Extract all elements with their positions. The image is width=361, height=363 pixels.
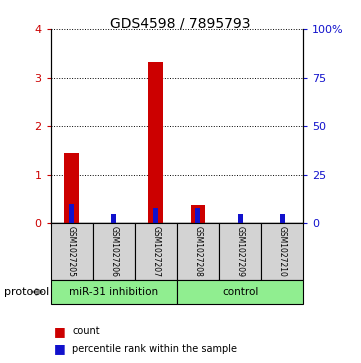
Text: GSM1027205: GSM1027205: [67, 226, 76, 277]
Text: GSM1027208: GSM1027208: [193, 226, 203, 277]
Bar: [195, 208, 200, 223]
Bar: [261, 223, 303, 280]
Text: count: count: [72, 326, 100, 337]
Text: GSM1027210: GSM1027210: [278, 226, 287, 277]
Text: GSM1027209: GSM1027209: [236, 226, 244, 277]
Text: percentile rank within the sample: percentile rank within the sample: [72, 344, 237, 354]
Text: protocol: protocol: [4, 287, 49, 297]
Bar: [51, 280, 177, 304]
Bar: [238, 213, 243, 223]
Bar: [51, 223, 93, 280]
Text: GSM1027206: GSM1027206: [109, 226, 118, 277]
Bar: [93, 223, 135, 280]
Bar: [148, 62, 163, 223]
Text: GSM1027207: GSM1027207: [151, 226, 160, 277]
Bar: [111, 213, 116, 223]
Bar: [135, 223, 177, 280]
Text: ■: ■: [54, 342, 66, 355]
Bar: [191, 205, 205, 223]
Bar: [69, 204, 74, 223]
Bar: [177, 223, 219, 280]
Text: GDS4598 / 7895793: GDS4598 / 7895793: [110, 16, 251, 30]
Text: control: control: [222, 287, 258, 297]
Text: ■: ■: [54, 325, 66, 338]
Bar: [153, 208, 158, 223]
Bar: [64, 153, 79, 223]
Bar: [177, 280, 303, 304]
Bar: [219, 223, 261, 280]
Text: miR-31 inhibition: miR-31 inhibition: [69, 287, 158, 297]
Bar: [280, 213, 285, 223]
